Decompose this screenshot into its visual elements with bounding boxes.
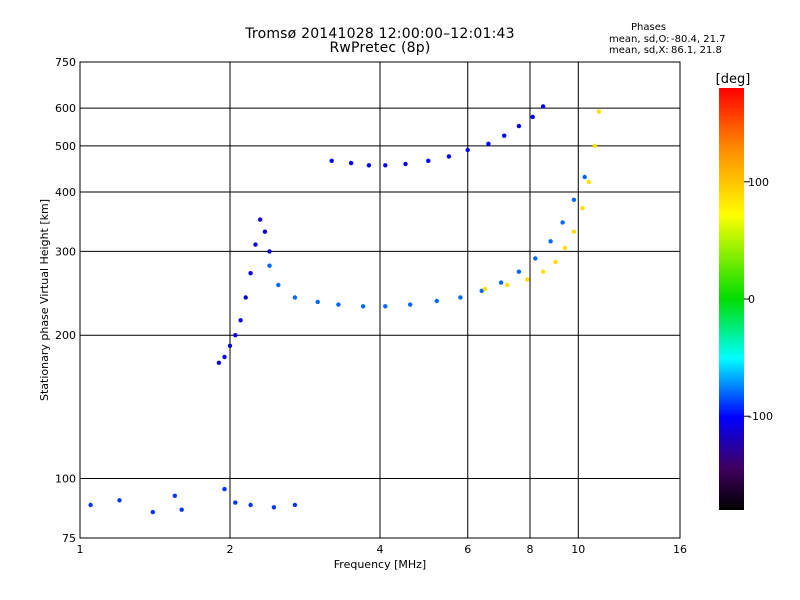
data-point-upper-arc	[486, 141, 491, 146]
colorbar	[719, 88, 744, 510]
data-point-lower-arc	[458, 295, 463, 300]
y-tick-label: 300	[55, 245, 76, 258]
data-point-steep-rise	[238, 318, 243, 323]
data-point-upper-arc	[502, 133, 507, 138]
data-point-lower-arc	[292, 295, 298, 300]
data-point-upper-arc	[465, 147, 470, 153]
data-point-low-echoes	[233, 500, 238, 505]
data-point-steep-rise	[262, 229, 268, 234]
data-point-x-mode	[482, 286, 488, 292]
data-point-lower-arc	[560, 220, 565, 225]
data-point-low-echoes	[292, 502, 298, 508]
x-axis-label: Frequency [MHz]	[334, 558, 426, 571]
data-point-low-echoes	[117, 498, 122, 503]
chart-title: Tromsø 20141028 12:00:00–12:01:43	[245, 26, 515, 42]
x-tick-labels: 1 2 4 6 8 10 16	[77, 543, 688, 556]
x-tick-label: 4	[377, 543, 384, 556]
data-point-upper-arc	[426, 158, 431, 163]
y-tick-label: 100	[55, 473, 76, 486]
stats-o-values: -80.4, 21.7	[671, 34, 726, 45]
data-point-x-mode	[592, 143, 598, 148]
data-point-low-echoes	[222, 486, 227, 492]
data-point-steep-rise	[253, 242, 258, 247]
stats-x-values: 86.1, 21.8	[671, 45, 722, 56]
data-point-x-mode	[596, 109, 602, 114]
data-point-lower-arc	[336, 302, 341, 307]
data-point-steep-rise	[248, 271, 253, 276]
y-tick-label: 75	[62, 532, 76, 545]
data-point-steep-rise	[233, 333, 238, 338]
y-tick-label: 200	[55, 329, 76, 342]
x-tick-label: 16	[673, 543, 687, 556]
data-point-low-echoes	[88, 502, 93, 508]
data-point-upper-arc	[530, 114, 535, 120]
data-point-low-echoes	[179, 507, 184, 512]
data-point-lower-arc	[498, 280, 504, 285]
data-point-upper-arc	[540, 104, 546, 109]
x-tick-label: 1	[77, 543, 84, 556]
data-point-upper-arc	[383, 163, 388, 168]
colorbar-tick-label: 0	[748, 293, 755, 306]
data-point-lower-arc	[360, 304, 366, 309]
data-point-lower-arc	[571, 197, 577, 202]
data-point-x-mode	[562, 245, 568, 251]
data-point-x-mode	[580, 205, 585, 211]
data-point-steep-rise	[258, 217, 263, 222]
data-point-steep-rise	[222, 354, 227, 360]
y-tick-label: 400	[55, 186, 76, 199]
data-point-low-echoes	[150, 509, 155, 515]
data-point-lower-arc	[434, 298, 439, 304]
data-point-x-mode	[525, 277, 530, 282]
data-point-lower-arc	[315, 299, 320, 305]
stats-x-label: mean, sd,X:	[609, 45, 669, 56]
colorbar-tick-label: 100	[748, 176, 769, 189]
x-tick-label: 10	[571, 543, 585, 556]
colorbar-title: [deg]	[716, 72, 751, 87]
data-point-x-mode	[540, 269, 546, 274]
data-point-lower-arc	[516, 269, 522, 274]
stats-o-label: mean, sd,O:	[609, 34, 670, 45]
y-tick-label: 750	[55, 56, 76, 69]
data-point-lower-arc	[548, 239, 553, 244]
data-point-upper-arc	[348, 160, 354, 166]
plot-grid	[80, 62, 680, 538]
x-tick-label: 8	[527, 543, 534, 556]
data-point-x-mode	[571, 229, 577, 234]
data-points	[88, 104, 602, 515]
y-tick-label: 600	[55, 102, 76, 115]
data-point-lower-arc	[276, 282, 281, 288]
chart-subtitle: RwPretec (8p)	[329, 40, 431, 56]
data-point-upper-arc	[403, 161, 408, 167]
y-axis-label: Stationary phase Virtual Height [km]	[38, 199, 51, 401]
colorbar-tick-label: -100	[748, 410, 773, 423]
data-point-upper-arc	[366, 163, 372, 168]
data-point-lower-arc	[408, 302, 413, 307]
y-tick-label: 500	[55, 140, 76, 153]
data-point-upper-arc	[516, 123, 522, 129]
data-point-lower-arc	[479, 288, 484, 293]
data-point-upper-arc	[446, 154, 452, 159]
y-tick-labels: 75 100 200 300 400 500 600 750	[55, 56, 76, 545]
data-point-x-mode	[586, 179, 591, 185]
data-point-lower-arc	[533, 256, 538, 261]
data-point-low-echoes	[172, 493, 177, 498]
data-point-steep-rise	[227, 343, 233, 348]
data-point-x-mode	[553, 259, 558, 265]
data-point-low-echoes	[248, 502, 253, 508]
data-point-steep-rise	[267, 249, 272, 254]
data-point-lower-arc	[267, 263, 272, 268]
colorbar-ticks: 100 0 -100	[744, 176, 773, 423]
data-point-x-mode	[505, 282, 510, 288]
data-point-lower-arc	[383, 304, 388, 309]
x-tick-label: 2	[227, 543, 234, 556]
data-point-steep-rise	[243, 295, 248, 300]
data-point-low-echoes	[271, 505, 277, 510]
data-point-lower-arc	[582, 174, 587, 180]
x-tick-label: 6	[464, 543, 471, 556]
data-point-upper-arc	[329, 158, 334, 163]
data-point-steep-rise	[216, 360, 222, 365]
stats-legend-title: Phases	[631, 22, 667, 33]
